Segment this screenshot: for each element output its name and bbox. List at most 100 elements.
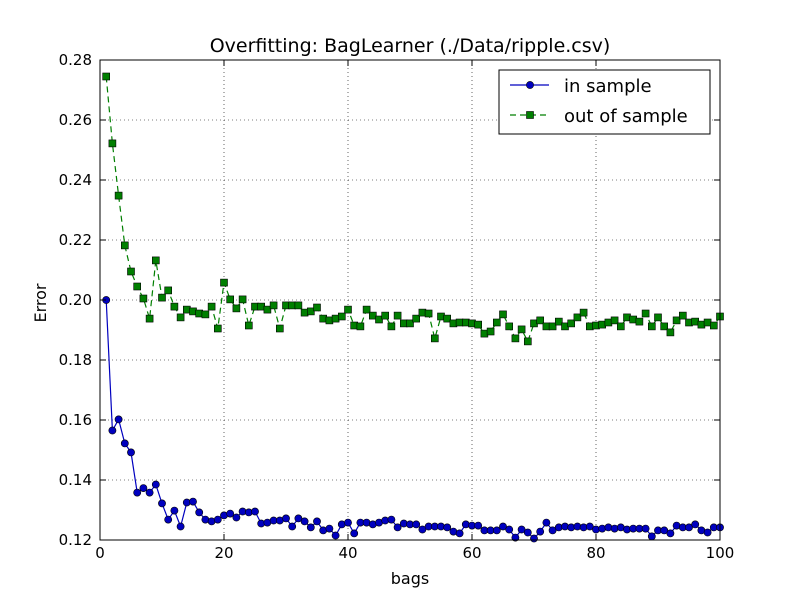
data-point-in-sample (492, 526, 501, 535)
data-point-in-sample (641, 524, 650, 533)
data-point-out-of-sample (709, 321, 718, 330)
y-tick-label: 0.14 (59, 471, 92, 489)
data-point-out-of-sample (610, 316, 619, 325)
data-point-in-sample (542, 518, 551, 527)
ticks: 0 20 40 60 80 100 0.12 0.14 0.16 0.18 0.20 0.22 0.24… (59, 51, 735, 562)
data-point-in-sample (325, 524, 334, 533)
data-point-in-sample (647, 532, 656, 541)
data-point-in-sample (523, 528, 532, 537)
data-point-out-of-sample (114, 191, 123, 200)
data-point-out-of-sample (511, 334, 520, 343)
y-tick-label: 0.12 (59, 531, 92, 549)
data-point-in-sample (164, 515, 173, 524)
data-point-out-of-sample (139, 294, 148, 303)
data-point-out-of-sample (660, 322, 669, 331)
data-point-in-sample (455, 529, 464, 538)
x-axis-label: bags (391, 569, 429, 588)
data-point-in-sample (120, 439, 129, 448)
data-point-out-of-sample (158, 293, 166, 302)
y-tick-label: 0.22 (59, 231, 92, 249)
data-point-out-of-sample (666, 328, 675, 337)
data-point-in-sample (251, 507, 259, 516)
data-point-out-of-sample (356, 322, 365, 331)
data-point-out-of-sample (306, 307, 315, 316)
data-point-in-sample (691, 520, 700, 529)
data-point-out-of-sample (430, 334, 439, 343)
data-point-in-sample (387, 515, 396, 524)
data-point-out-of-sample (226, 295, 234, 304)
data-point-out-of-sample (505, 322, 514, 331)
data-point-in-sample (418, 525, 427, 534)
data-point-out-of-sample (275, 324, 284, 333)
data-point-out-of-sample (220, 278, 228, 287)
data-point-out-of-sample (263, 305, 272, 314)
x-tick-label: 20 (214, 544, 233, 562)
data-point-in-sample (350, 529, 359, 538)
data-point-out-of-sample (523, 337, 532, 346)
series-layer (102, 72, 724, 543)
data-point-out-of-sample (406, 319, 414, 328)
data-point-in-sample (499, 522, 507, 531)
x-tick-label: 100 (706, 544, 735, 562)
y-tick-label: 0.18 (59, 351, 92, 369)
data-point-out-of-sample (424, 309, 433, 318)
data-point-out-of-sample (647, 322, 656, 331)
data-point-out-of-sample (294, 301, 303, 310)
y-tick-label: 0.26 (59, 111, 92, 129)
data-point-out-of-sample (548, 322, 557, 331)
data-point-in-sample (176, 522, 185, 531)
data-point-in-sample (170, 506, 179, 515)
data-point-in-sample (685, 523, 693, 532)
y-tick-label: 0.16 (59, 411, 92, 429)
legend-marker-out-of-sample (526, 111, 534, 119)
data-point-in-sample (344, 518, 352, 527)
y-axis-label: Error (31, 283, 50, 322)
data-point-in-sample (114, 415, 123, 424)
data-point-in-sample (703, 528, 712, 537)
data-point-in-sample (294, 514, 303, 523)
legend-label-out-of-sample: out of sample (564, 106, 688, 127)
data-point-out-of-sample (337, 312, 346, 321)
data-point-out-of-sample (554, 317, 563, 326)
data-point-out-of-sample (344, 305, 352, 314)
legend: in sample out of sample (498, 69, 711, 135)
data-point-in-sample (288, 522, 297, 531)
data-point-out-of-sample (579, 308, 588, 317)
data-point-out-of-sample (232, 304, 241, 313)
data-point-in-sample (232, 513, 241, 522)
data-point-out-of-sample (121, 241, 129, 250)
data-point-in-sample (226, 509, 235, 518)
data-point-out-of-sample (108, 139, 117, 148)
data-point-in-sample (660, 526, 669, 535)
data-point-out-of-sample (375, 315, 383, 324)
data-point-out-of-sample (616, 322, 625, 331)
data-point-out-of-sample (486, 327, 495, 336)
data-point-in-sample (189, 497, 197, 506)
data-point-in-sample (213, 515, 222, 524)
data-point-out-of-sample (381, 311, 390, 320)
data-point-out-of-sample (635, 317, 644, 326)
data-point-in-sample (145, 488, 154, 497)
data-point-in-sample (133, 488, 142, 497)
data-point-in-sample (536, 527, 545, 536)
data-point-out-of-sample (654, 313, 662, 322)
data-point-out-of-sample (474, 320, 483, 329)
legend-box (498, 69, 711, 135)
x-tick-label: 60 (462, 544, 481, 562)
data-point-out-of-sample (201, 310, 210, 319)
data-point-in-sample (443, 523, 452, 532)
data-point-in-sample (530, 534, 538, 543)
data-point-out-of-sample (145, 314, 154, 323)
data-point-in-sample (108, 426, 117, 435)
data-point-out-of-sample (678, 311, 687, 320)
data-point-out-of-sample (245, 321, 253, 330)
data-point-out-of-sample (207, 302, 216, 311)
data-point-in-sample (151, 480, 160, 489)
data-point-out-of-sample (573, 313, 582, 322)
data-point-out-of-sample (269, 301, 278, 310)
data-point-in-sample (306, 523, 315, 532)
y-tick-label: 0.28 (59, 51, 92, 69)
data-point-in-sample (666, 529, 675, 538)
data-point-in-sample (139, 484, 148, 492)
